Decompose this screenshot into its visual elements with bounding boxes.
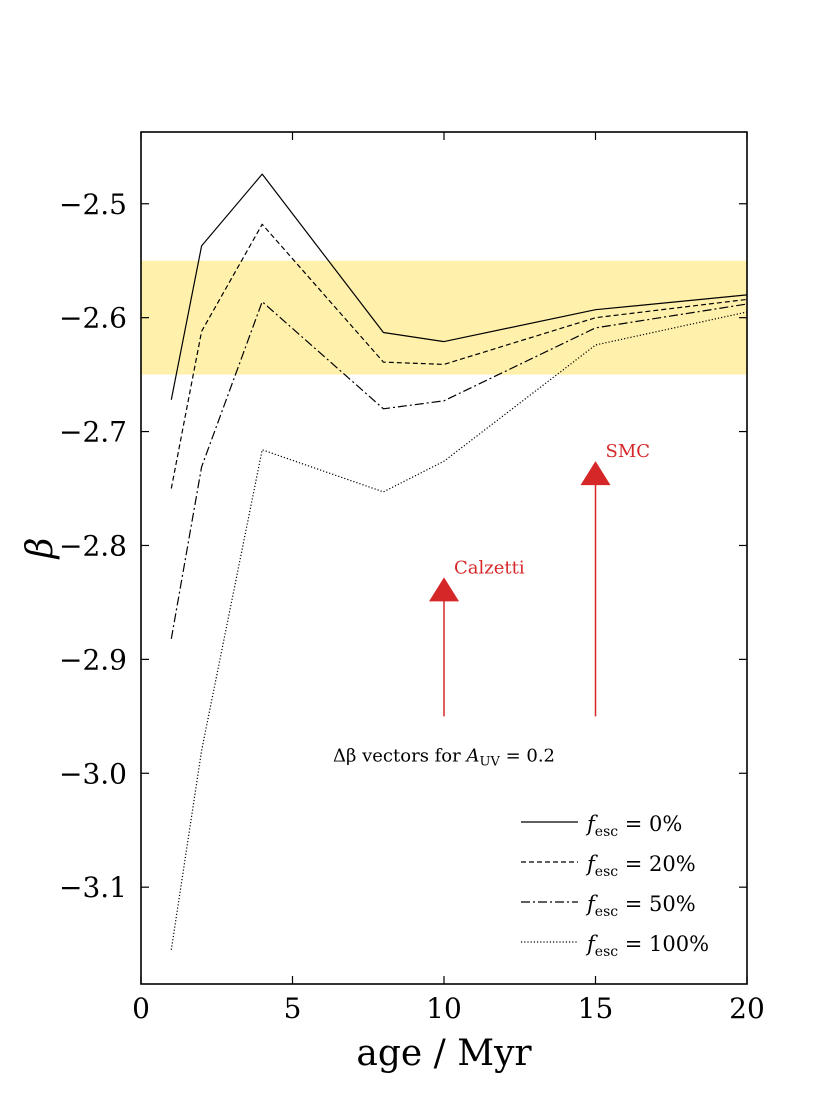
y-axis: −2.5 −2.6 −2.7 −2.8 −2.9 −3.0 −3.1 bbox=[59, 188, 747, 904]
arrow-label: Calzetti bbox=[454, 557, 525, 578]
y-tick-label: −2.6 bbox=[59, 302, 127, 335]
shaded-band-layer bbox=[141, 260, 747, 375]
arrow-head bbox=[429, 577, 459, 602]
vector-note: Δβ vectors for AUV = 0.2 bbox=[333, 745, 555, 769]
series-line-2 bbox=[170, 301, 747, 640]
x-tick-label: 20 bbox=[729, 992, 765, 1025]
x-tick-label: 10 bbox=[426, 992, 462, 1025]
y-tick-label: −2.8 bbox=[59, 529, 127, 562]
legend-label: fesc = 50% bbox=[585, 892, 696, 920]
legend-label: fesc = 20% bbox=[585, 852, 696, 880]
shaded-band bbox=[141, 260, 747, 375]
legend-label: fesc = 100% bbox=[585, 932, 709, 960]
x-tick-label: 0 bbox=[132, 992, 150, 1025]
series-line-0 bbox=[170, 173, 747, 400]
arrow-head bbox=[580, 461, 611, 486]
y-axis-label: β bbox=[20, 538, 61, 561]
y-tick-label: −2.7 bbox=[59, 416, 127, 449]
y-tick-label: −2.5 bbox=[59, 188, 127, 221]
annotation-layer: Calzetti SMC Δβ vectors for AUV = 0.2 bbox=[333, 441, 650, 769]
y-tick-label: −2.9 bbox=[59, 643, 127, 676]
y-tick-label: −3.1 bbox=[59, 871, 127, 904]
x-axis-label: age / Myr bbox=[356, 1033, 532, 1074]
x-tick-label: 15 bbox=[578, 992, 614, 1025]
x-axis: 0 5 10 15 20 bbox=[132, 132, 765, 1025]
y-tick-label: −3.0 bbox=[59, 757, 127, 790]
series-line-1 bbox=[170, 223, 747, 489]
legend: fesc = 0% fesc = 20% fesc = 50% fesc = 100% bbox=[521, 812, 709, 960]
arrow-label: SMC bbox=[606, 441, 651, 462]
legend-label: fesc = 0% bbox=[585, 812, 682, 840]
series-layer bbox=[170, 173, 747, 950]
x-tick-label: 5 bbox=[284, 992, 302, 1025]
